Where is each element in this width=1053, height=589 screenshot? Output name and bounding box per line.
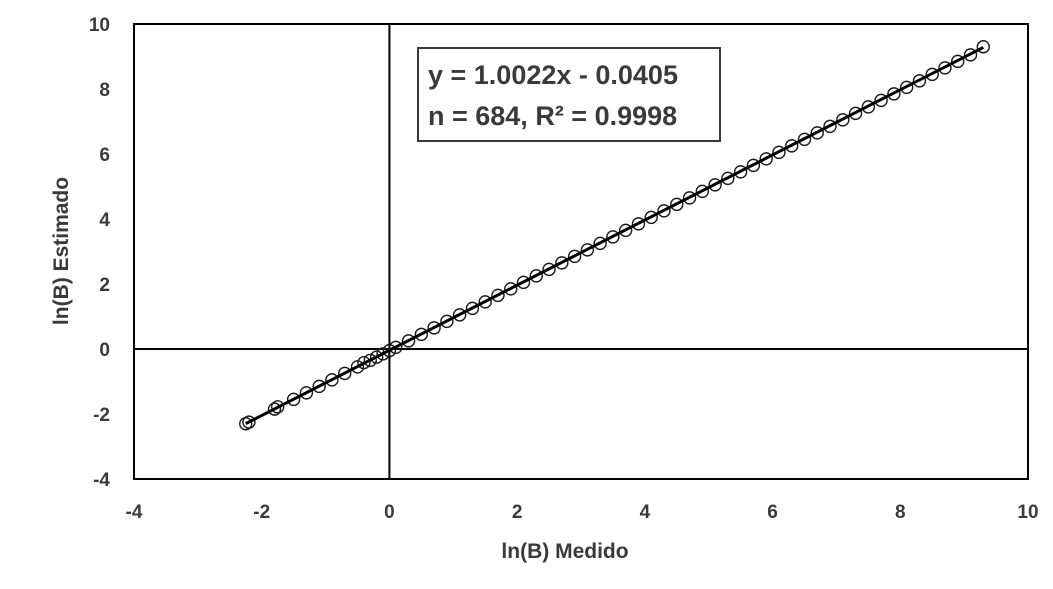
x-axis-title: ln(B) Medido [501,540,628,563]
data-points [239,40,990,431]
x-tick-label: -4 [126,502,143,523]
data-point [874,93,888,108]
data-point [312,379,326,394]
data-point [861,100,876,114]
data-point [670,197,684,212]
trendline [245,46,984,425]
x-tick-label: 2 [512,502,523,523]
data-point [242,415,256,429]
data-point [478,295,492,309]
data-point [976,40,990,54]
x-tick-label: -2 [253,502,270,523]
data-point [836,113,850,127]
data-point [414,327,429,342]
data-point [389,340,403,355]
data-point [401,334,416,348]
y-tick-label: 8 [99,80,110,101]
data-point [567,249,582,264]
data-point [593,236,607,251]
x-tick-label: 0 [384,502,395,523]
data-point [325,373,339,387]
data-point [452,308,467,322]
data-point [267,402,282,416]
data-point [440,314,454,329]
data-point [823,119,837,134]
data-point [270,400,285,414]
data-point [580,243,595,257]
data-point [465,301,480,316]
data-point [644,210,658,225]
data-point [606,230,620,244]
data-point [810,126,824,140]
trendline-group [245,46,984,425]
y-tick-label: 4 [99,210,110,231]
y-tick-label: 6 [99,145,110,166]
y-tick-label: -4 [93,470,110,491]
data-point [369,350,384,364]
data-point [299,386,314,400]
y-tick-label: 10 [89,15,110,36]
data-point [542,262,556,277]
data-point [382,343,397,358]
data-point [797,132,812,147]
data-point [376,347,390,361]
data-point [887,87,901,101]
data-point [695,184,710,199]
data-point [427,321,441,335]
data-point [708,178,722,192]
data-point [516,275,531,290]
data-point [848,106,863,121]
x-tick-label: 6 [767,502,778,523]
data-point [357,355,371,370]
y-tick-label: 2 [99,275,110,296]
data-point [746,158,761,173]
x-tick-label: 10 [1017,502,1038,523]
data-point [338,366,352,381]
data-point [657,204,671,218]
y-tick-label: -2 [93,405,110,426]
data-point [555,256,569,270]
x-tick-label: 4 [640,502,651,523]
data-point [772,145,786,160]
r-squared-text: n = 684, R² = 0.9998 [428,101,677,131]
data-point [938,61,952,75]
y-tick-labels: -4 -2 0 2 4 6 8 10 [89,15,111,491]
x-tick-labels: -4 -2 0 2 4 6 8 10 [126,502,1039,523]
data-point [286,392,301,407]
data-point [363,353,377,368]
data-point [963,48,978,62]
equation-text: y = 1.0022x - 0.0405 [428,60,678,90]
data-point [925,67,939,82]
data-point [619,223,633,238]
data-point [491,288,505,303]
data-point [631,217,646,231]
x-tick-label: 8 [895,502,906,523]
y-axis-title: ln(B) Estimado [50,177,73,325]
data-point [733,165,748,179]
data-point [504,282,518,296]
data-point [912,74,927,88]
data-point [899,80,914,95]
data-point [682,191,697,205]
data-point [721,171,735,186]
data-point [759,152,773,166]
data-point [785,139,799,153]
data-point [529,269,543,283]
y-tick-label: 0 [99,340,110,361]
zero-lines [134,24,1028,479]
data-point [951,54,965,69]
equation-box [417,47,721,142]
